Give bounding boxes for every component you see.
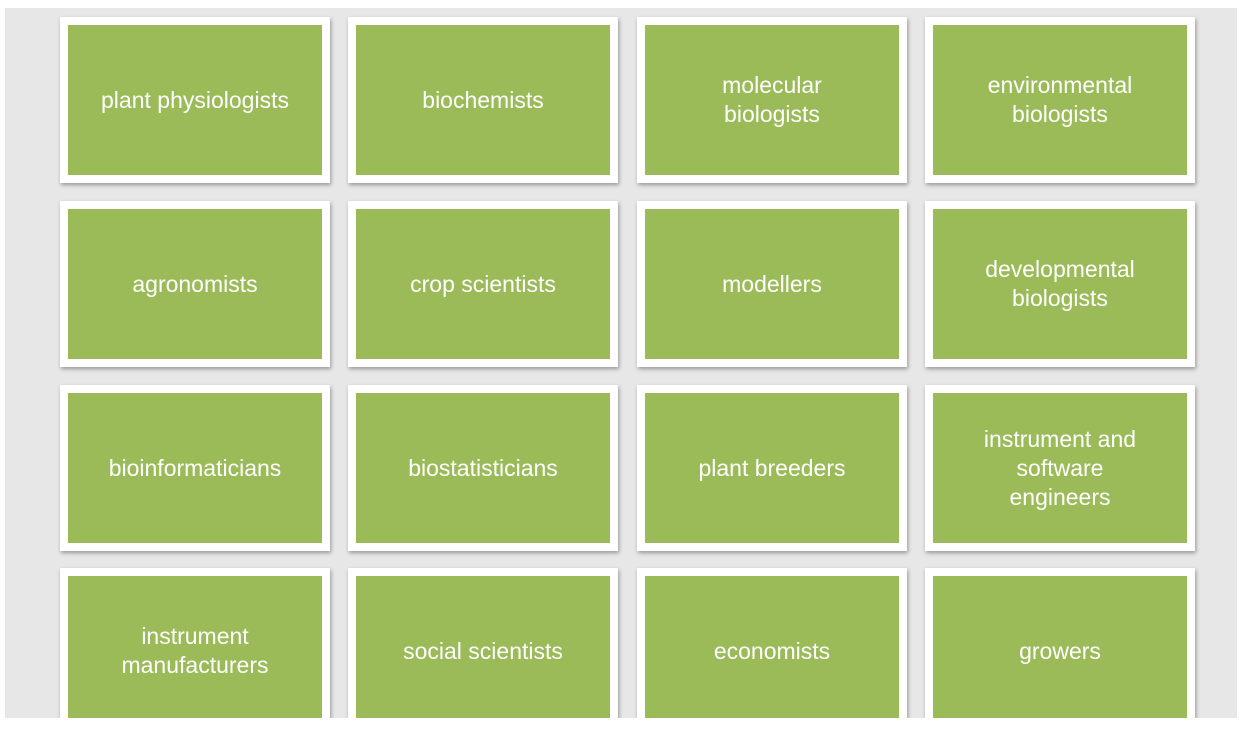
tile: molecular biologists [637,17,907,183]
tile-label: social scientists [403,637,563,664]
tile-label: biostatisticians [408,454,558,481]
tile-label: manufacturers [121,652,269,678]
tile: bioinformaticians [60,385,330,551]
tile-label: plant breeders [698,454,846,481]
tile: instrument manufacturers [60,568,330,718]
tile: social scientists [348,568,618,718]
tile: crop scientists [348,201,618,367]
tile-board: plant physiologists biochemists molecular b… [5,8,1237,718]
tile-label: engineers [1009,483,1111,510]
tile-label: biologists [724,101,820,127]
tile-label: plant physiologists [101,86,289,113]
tile-label: crop scientists [410,270,556,297]
tile-label: instrument and [983,425,1137,452]
tile: biochemists [348,17,618,183]
tile: developmental biologists [925,201,1195,367]
tile: plant physiologists [60,17,330,183]
tile: growers [925,568,1195,718]
tile: biostatisticians [348,385,618,551]
tile-label: economists [713,637,831,664]
tile-label: instrument [141,623,249,649]
tile-label: biologists [1012,285,1108,311]
tile-label: growers [1019,637,1101,664]
tile-label: agronomists [132,270,258,297]
tile: environmental biologists [925,17,1195,183]
tile: plant breeders [637,385,907,551]
tile-label: developmental [985,256,1135,282]
tile-label: software [1016,454,1104,481]
tile-label: environmental [987,72,1133,98]
tile-label: bioinformaticians [108,454,282,481]
tile-label: molecular [722,72,822,98]
tile-label: modellers [722,270,822,297]
tile: modellers [637,201,907,367]
tile: economists [637,568,907,718]
tile: instrument and software engineers [925,385,1195,551]
tile-label: biologists [1012,101,1108,127]
tile-label: biochemists [422,86,544,113]
tile: agronomists [60,201,330,367]
